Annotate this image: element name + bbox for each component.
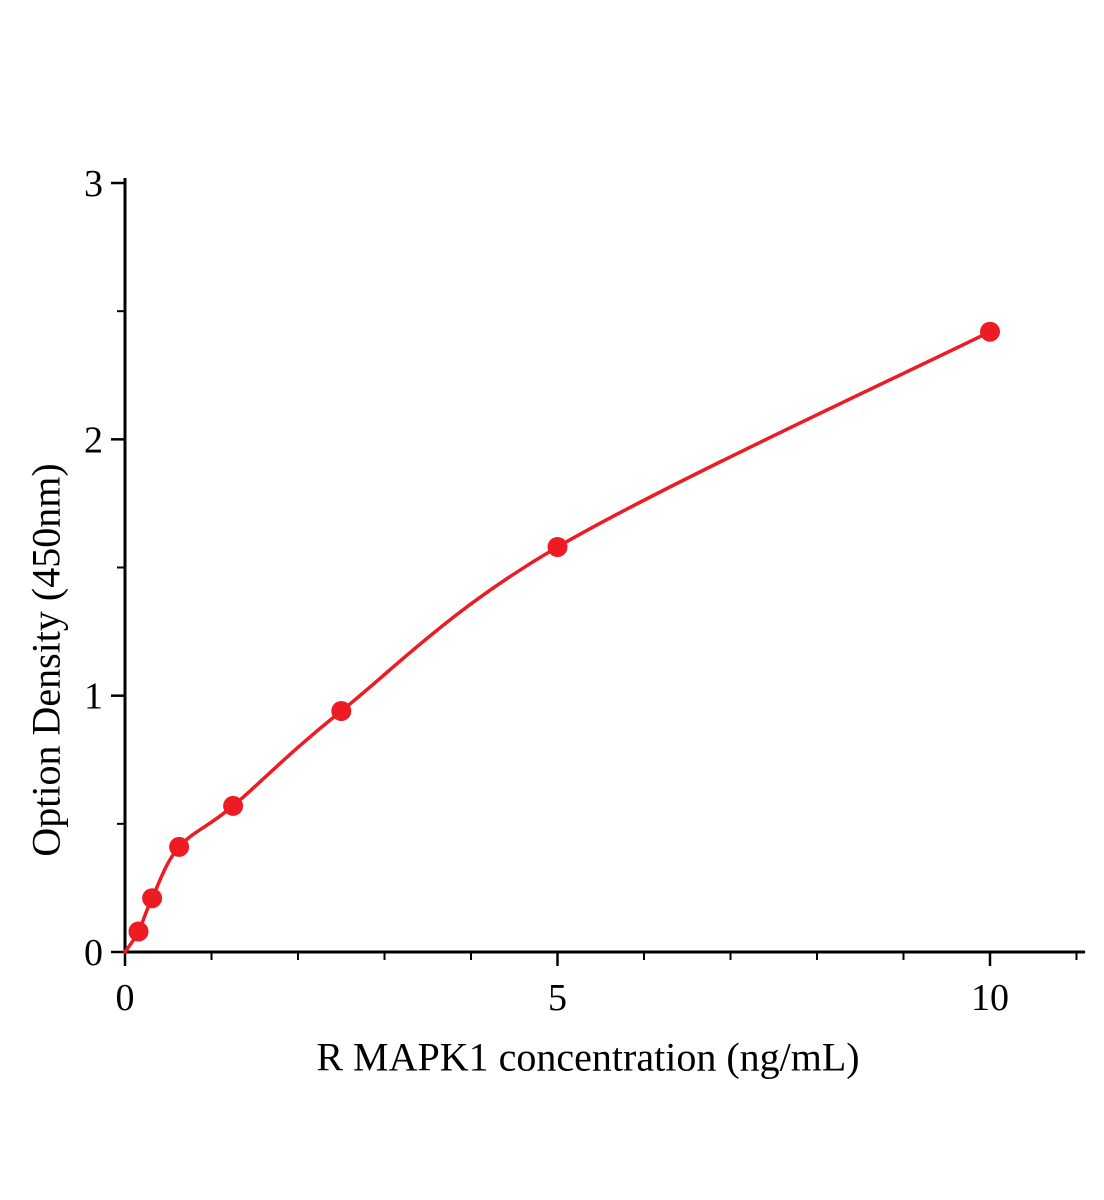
data-point [142, 888, 163, 909]
data-point [223, 795, 244, 816]
plot-area: 0 5 10 0 1 2 3 [84, 163, 1086, 1019]
fit-curve [123, 329, 992, 954]
x-axis-label: R MAPK1 concentration (ng/mL) [316, 1034, 860, 1080]
data-point [980, 321, 1000, 342]
y-tick-label: 2 [84, 419, 103, 461]
data-point [331, 701, 352, 721]
x-tick-label: 5 [548, 977, 567, 1019]
data-point [128, 921, 149, 942]
y-tick-label: 3 [84, 163, 103, 205]
y-tick-label: 1 [84, 676, 103, 718]
data-point [169, 836, 190, 857]
x-tick-label: 10 [971, 977, 1009, 1019]
x-tick-label: 0 [116, 977, 135, 1019]
y-tick-label: 0 [84, 932, 103, 974]
data-point [547, 537, 568, 557]
y-axis-label: Option Density (450nm) [23, 463, 69, 857]
